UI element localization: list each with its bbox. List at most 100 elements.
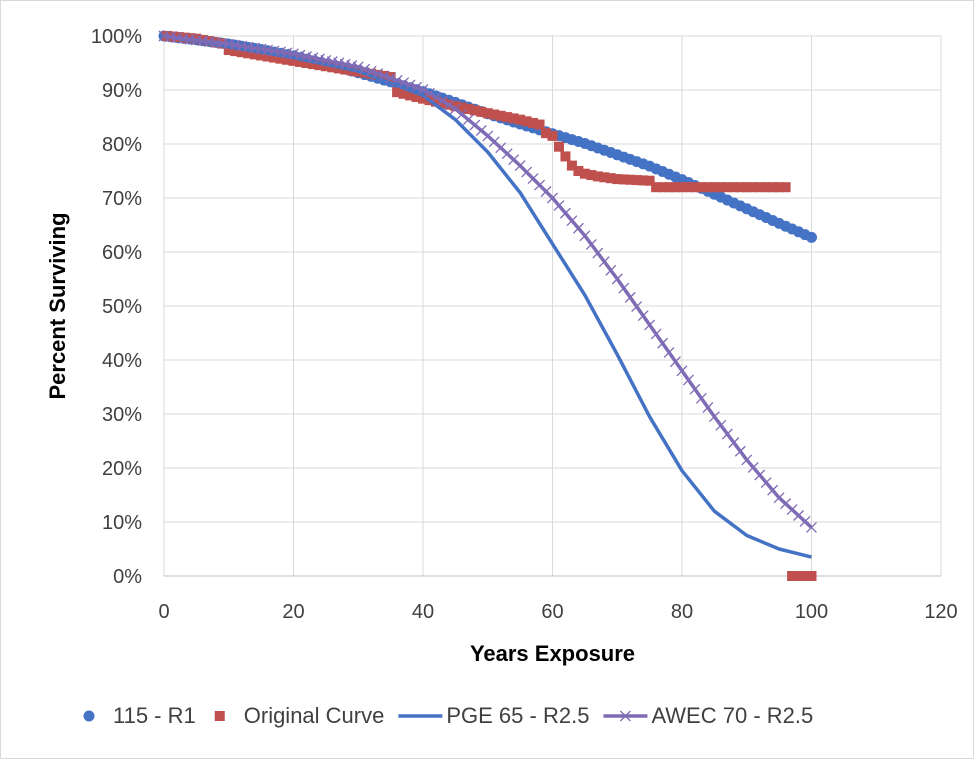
- data-point: [462, 114, 474, 126]
- legend-label: AWEC 70 - R2.5: [651, 703, 813, 728]
- data-point: [754, 182, 765, 193]
- data-point: [392, 87, 403, 98]
- data-point: [541, 128, 552, 139]
- data-point: [605, 173, 616, 184]
- x-tick-label: 60: [541, 601, 563, 623]
- data-point: [365, 65, 377, 77]
- data-point: [735, 182, 746, 193]
- y-tick-label: 80%: [102, 134, 142, 156]
- data-point: [618, 174, 629, 185]
- data-point: [599, 172, 610, 183]
- y-tick-label: 100%: [91, 26, 142, 48]
- data-point: [223, 45, 234, 56]
- data-point: [631, 301, 643, 312]
- data-point: [249, 49, 260, 60]
- data-point: [598, 256, 610, 268]
- data-point: [404, 79, 416, 91]
- data-point: [515, 114, 526, 125]
- x-tick-label: 20: [282, 601, 304, 623]
- data-point: [644, 175, 655, 186]
- x-tick-label: 100: [795, 601, 828, 623]
- legend-swatch-marker: [83, 710, 95, 722]
- data-point: [528, 117, 539, 128]
- data-point: [767, 484, 779, 496]
- data-point: [760, 477, 772, 489]
- x-tick-label: 120: [924, 601, 957, 623]
- data-point: [359, 63, 371, 75]
- data-point: [456, 108, 468, 120]
- data-point: [307, 52, 319, 64]
- data-point: [715, 419, 727, 431]
- data-point: [657, 182, 668, 193]
- data-point: [806, 521, 817, 533]
- data-point: [418, 93, 428, 104]
- data-point: [586, 170, 597, 181]
- data-point: [728, 182, 739, 193]
- legend-swatch-marker: [619, 710, 631, 722]
- series-awec-70-r2-5: [158, 30, 817, 533]
- data-point: [559, 207, 571, 219]
- data-point: [767, 182, 778, 193]
- data-point: [612, 174, 623, 185]
- data-point: [618, 282, 630, 294]
- legend-swatch-marker: [214, 711, 225, 721]
- data-point: [553, 141, 564, 152]
- data-point: [572, 222, 584, 234]
- data-point: [230, 46, 241, 57]
- y-tick-label: 70%: [102, 188, 142, 210]
- data-point: [320, 61, 331, 72]
- data-point: [339, 58, 351, 70]
- data-point: [747, 462, 759, 473]
- data-point: [663, 346, 675, 358]
- data-point: [294, 56, 305, 67]
- data-point: [469, 119, 481, 131]
- data-point: [806, 231, 817, 243]
- data-point: [734, 445, 746, 457]
- data-point: [553, 200, 565, 212]
- data-point: [508, 113, 519, 124]
- data-point: [676, 365, 688, 377]
- legend-item-original-curve: Original Curve: [214, 703, 384, 728]
- data-point: [398, 88, 409, 99]
- data-point: [489, 109, 500, 120]
- data-point: [326, 56, 338, 68]
- data-point: [683, 182, 694, 193]
- data-point: [592, 247, 604, 259]
- legend: 115 - R1 Original Curve PGE 65 - R2.5 AWEC …: [83, 703, 813, 728]
- data-point: [702, 402, 714, 413]
- data-point: [722, 182, 733, 193]
- data-point: [579, 230, 591, 242]
- data-point: [644, 319, 656, 331]
- data-point: [378, 70, 390, 82]
- axis-layer: 0% 10% 20% 30% 40% 50% 60% 70% 80% 90% 100% 0 20 40 60…: [91, 26, 958, 623]
- y-axis-title: Percent Surviving: [45, 212, 70, 399]
- grid-layer: [163, 35, 942, 577]
- data-point: [650, 328, 662, 340]
- data-point: [683, 374, 694, 386]
- data-point: [436, 95, 448, 107]
- x-tick-label: 80: [671, 601, 693, 623]
- data-point: [437, 98, 448, 109]
- data-point: [573, 166, 584, 176]
- y-tick-label: 30%: [102, 404, 142, 426]
- data-point: [670, 182, 681, 193]
- data-point: [637, 310, 649, 322]
- data-point: [547, 130, 558, 141]
- data-point: [463, 104, 474, 115]
- data-point: [269, 52, 280, 63]
- data-point: [702, 182, 713, 193]
- data-point: [677, 182, 687, 193]
- data-point: [695, 392, 707, 404]
- series-layer: [158, 30, 817, 581]
- data-point: [430, 96, 441, 107]
- data-point: [476, 106, 487, 117]
- data-point: [320, 54, 332, 66]
- data-point: [670, 356, 681, 368]
- data-point: [611, 273, 623, 285]
- data-point: [424, 87, 435, 99]
- data-point: [443, 99, 455, 111]
- data-point: [741, 182, 752, 193]
- data-point: [282, 54, 293, 65]
- data-point: [417, 84, 429, 95]
